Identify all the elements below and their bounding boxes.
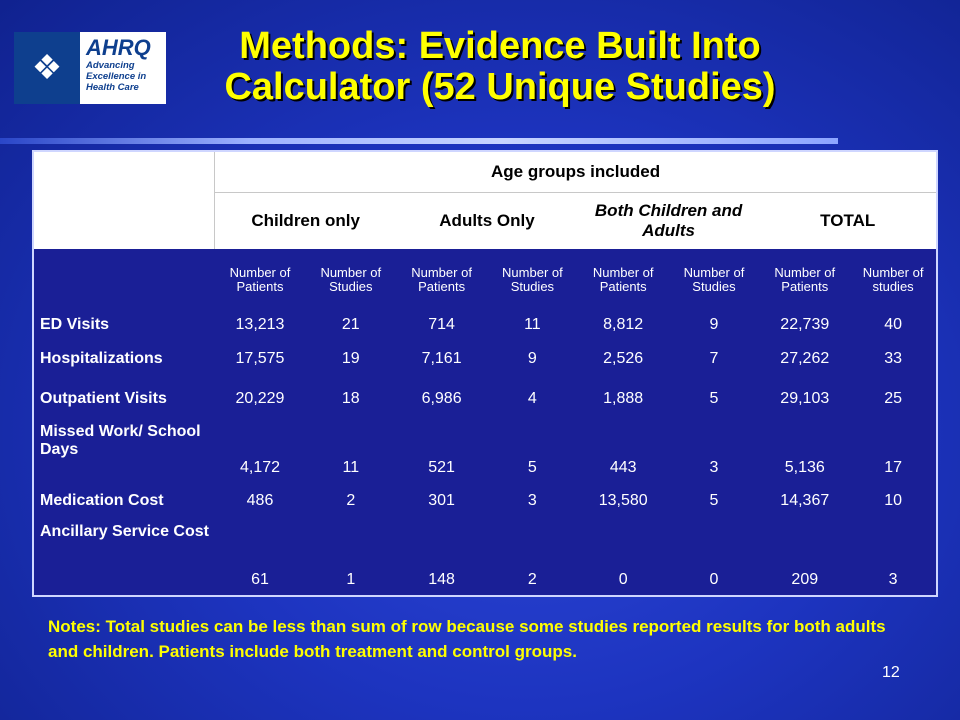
table-cell: 2	[305, 483, 397, 519]
table-cell: 13,213	[214, 311, 306, 339]
logo-tagline-2: Excellence in	[86, 71, 147, 82]
ahrq-logo: ❖ AHRQ Advancing Excellence in Health Ca…	[14, 32, 166, 104]
table-cell: 2	[486, 519, 578, 596]
table-row: Medication Cost 486 2 301 3 13,580 5 14,367 10	[33, 483, 937, 519]
table-cell: 29,103	[759, 379, 851, 419]
table-cell: 3	[668, 419, 760, 483]
subheader-4: Number of Patients	[577, 249, 669, 311]
table-cell: 5	[668, 379, 760, 419]
table-cell: 4	[486, 379, 578, 419]
group-header-0: Children only	[214, 192, 397, 249]
table-corner	[33, 151, 215, 249]
page-number: 12	[882, 664, 900, 681]
slide-title-line-1: Methods: Evidence Built Into	[239, 25, 761, 67]
table-cell: 301	[396, 483, 487, 519]
table-cell: 1,888	[577, 379, 669, 419]
footnote: Notes: Total studies can be less than su…	[48, 617, 886, 661]
table-cell: 5	[668, 483, 760, 519]
table-cell: 61	[214, 519, 306, 596]
table-cell: 9	[486, 339, 578, 379]
row-label: Hospitalizations	[33, 339, 215, 379]
row-label: Ancillary Service Cost	[33, 519, 215, 596]
table-row: Hospitalizations 17,575 19 7,161 9 2,526 7 27,2…	[33, 339, 937, 379]
table-cell: 443	[577, 419, 669, 483]
group-header-2: Both Children and Adults	[577, 192, 760, 249]
table-cell: 486	[214, 483, 306, 519]
table-row: ED Visits 13,213 21 714 11 8,812 9 22,739 40	[33, 311, 937, 339]
table-cell: 17,575	[214, 339, 306, 379]
subheader-3: Number of Studies	[486, 249, 578, 311]
table-cell: 21	[305, 311, 397, 339]
table-row: Missed Work/ School Days 4,172 11 521 5 443 3 5…	[33, 419, 937, 483]
table-cell: 5	[486, 419, 578, 483]
table-cell: 18	[305, 379, 397, 419]
row-label: Missed Work/ School Days	[33, 419, 215, 483]
logo-tagline-3: Health Care	[86, 82, 139, 93]
subheader-1: Number of Studies	[305, 249, 397, 311]
table-cell: 0	[668, 519, 760, 596]
table-cell: 148	[396, 519, 487, 596]
logo-tagline-1: Advancing	[86, 60, 135, 71]
table-cell: 33	[850, 339, 937, 379]
subheader-corner	[33, 249, 215, 311]
table-cell: 11	[305, 419, 397, 483]
table-cell: 4,172	[214, 419, 306, 483]
table-cell: 10	[850, 483, 937, 519]
table-cell: 1	[305, 519, 397, 596]
table-cell: 714	[396, 311, 487, 339]
table-cell: 17	[850, 419, 937, 483]
table-cell: 27,262	[759, 339, 851, 379]
subheader-7: Number of studies	[850, 249, 937, 311]
subheader-0: Number of Patients	[214, 249, 306, 311]
subheader-2: Number of Patients	[396, 249, 487, 311]
table-cell: 25	[850, 379, 937, 419]
table-cell: 3	[850, 519, 937, 596]
evidence-table: Age groups included Children only Adults …	[32, 150, 938, 597]
table-cell: 521	[396, 419, 487, 483]
table-cell: 5,136	[759, 419, 851, 483]
hhs-eagle-icon: ❖	[14, 32, 80, 104]
table-cell: 8,812	[577, 311, 669, 339]
row-label: Medication Cost	[33, 483, 215, 519]
table-cell: 14,367	[759, 483, 851, 519]
table-cell: 40	[850, 311, 937, 339]
row-label: Outpatient Visits	[33, 379, 215, 419]
table-cell: 7	[668, 339, 760, 379]
table-cell: 9	[668, 311, 760, 339]
title-divider	[0, 138, 838, 144]
table-cell: 209	[759, 519, 851, 596]
table-cell: 7,161	[396, 339, 487, 379]
table-row: Outpatient Visits 20,229 18 6,986 4 1,888 5 29,…	[33, 379, 937, 419]
group-header-1: Adults Only	[396, 192, 578, 249]
subheader-6: Number of Patients	[759, 249, 851, 311]
table-cell: 3	[486, 483, 578, 519]
table-row: Ancillary Service Cost 61 1 148 2 0 0 209 3	[33, 519, 937, 596]
table-cell: 11	[486, 311, 578, 339]
slide-title: Methods: Evidence Built Into Calculator …	[180, 26, 820, 108]
table-cell: 22,739	[759, 311, 851, 339]
table-cell: 6,986	[396, 379, 487, 419]
table-cell: 2,526	[577, 339, 669, 379]
table-cell: 19	[305, 339, 397, 379]
logo-brand: AHRQ	[86, 35, 151, 60]
table-cell: 0	[577, 519, 669, 596]
row-label: ED Visits	[33, 311, 215, 339]
table-cell: 13,580	[577, 483, 669, 519]
subheader-5: Number of Studies	[668, 249, 760, 311]
table-cell: 20,229	[214, 379, 306, 419]
slide-title-line-2: Calculator (52 Unique Studies)	[224, 66, 776, 108]
group-header-3: TOTAL	[759, 192, 937, 249]
age-groups-header: Age groups included	[214, 151, 937, 193]
